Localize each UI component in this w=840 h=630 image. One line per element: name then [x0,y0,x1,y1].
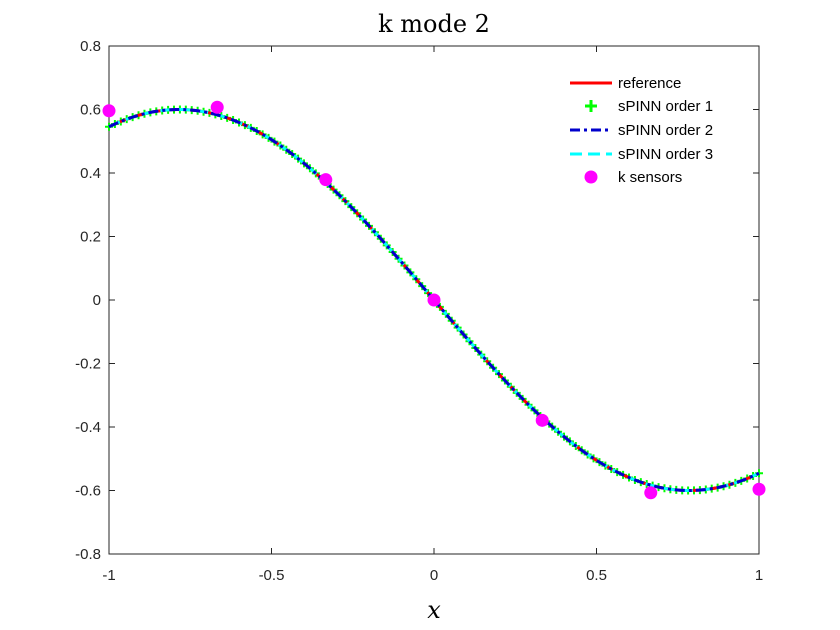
k-sensor-point [102,104,116,118]
y-tick-label: -0.4 [75,419,101,436]
legend-label: sPINN order 2 [618,122,713,139]
k-sensor-point [319,173,333,187]
y-tick-label: 0.6 [80,102,101,119]
series-layer [102,100,766,500]
x-tick-label: 1 [755,567,763,584]
y-tick-label: 0.4 [80,165,101,182]
legend: reference sPINN order 1 sPINN order 2 sPINN… [570,75,713,186]
x-tick-label: -0.5 [259,567,285,584]
legend-label: reference [618,75,681,92]
y-tick-label: -0.2 [75,356,101,373]
axis-ticks: -1 -0.5 0 0.5 1 -0.8 -0.6 -0.4 -0.2 0 0.2 0.4 0.6 0.8 [75,38,763,584]
legend-k-sensors-swatch [584,170,598,184]
legend-spinn-order-1-swatch [585,100,597,112]
k-sensor-point [535,413,549,427]
legend-label: k sensors [618,169,682,186]
legend-label: sPINN order 1 [618,98,713,115]
k-sensor-point [644,486,658,500]
k-sensor-point [427,293,441,307]
y-tick-label: 0.8 [80,38,101,55]
y-tick-label: 0 [93,292,101,309]
chart-title: k mode 2 [378,10,490,38]
x-tick-label: 0.5 [586,567,607,584]
x-tick-label: 0 [430,567,438,584]
y-tick-label: -0.6 [75,483,101,500]
x-axis-label: x [427,596,441,624]
legend-label: sPINN order 3 [618,146,713,163]
y-tick-label: 0.2 [80,229,101,246]
k-sensor-point [210,100,224,114]
y-tick-label: -0.8 [75,546,101,563]
k-sensor-point [752,482,766,496]
x-tick-label: -1 [102,567,115,584]
